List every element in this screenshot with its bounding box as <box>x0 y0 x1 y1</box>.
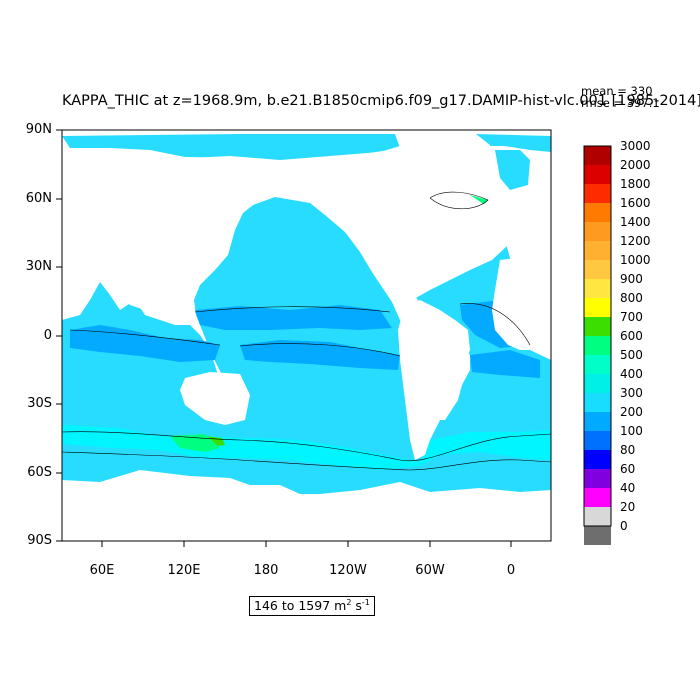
colorbar-label: 300 <box>620 386 643 400</box>
colorbar-label: 1000 <box>620 253 651 267</box>
colorbar-label: 80 <box>620 443 636 457</box>
colorbar-swatch <box>584 222 611 241</box>
colorbar-swatch <box>584 355 611 374</box>
colorbar-swatch <box>584 165 611 184</box>
contour-line <box>61 431 552 462</box>
contour-line <box>61 451 552 471</box>
colorbar <box>583 145 612 545</box>
africa-land <box>492 255 551 350</box>
contour-line <box>194 306 391 313</box>
greenland-land <box>395 134 490 185</box>
colorbar-label: 500 <box>620 348 643 362</box>
range-text: 146 to 1597 m <box>254 598 347 614</box>
antarctica-land <box>62 500 551 541</box>
colorbar-swatch <box>584 450 611 469</box>
colorbar-swatch <box>584 317 611 336</box>
pacific-dark-north <box>195 305 392 330</box>
lon-label: 60W <box>415 563 445 578</box>
atlantic-dark-tropics <box>470 350 540 378</box>
colorbar-label: 400 <box>620 367 643 381</box>
colorbar-label: 0 <box>620 519 628 533</box>
colorbar-swatch <box>584 336 611 355</box>
south-america-land <box>398 300 470 460</box>
colorbar-label: 20 <box>620 500 636 514</box>
colorbar-swatch <box>584 203 611 222</box>
colorbar-swatch <box>584 260 611 279</box>
indian-dark-band <box>70 325 220 362</box>
colorbar-label: 100 <box>620 424 643 438</box>
lat-label: 0 <box>43 328 52 343</box>
contour-line <box>69 329 221 346</box>
value-range-box: 146 to 1597 m2 s-1 <box>249 596 375 617</box>
colorbar-swatch <box>584 412 611 431</box>
colorbar-label: 1600 <box>620 196 651 210</box>
colorbar-swatch <box>584 507 611 526</box>
colorbar-label: 3000 <box>620 139 651 153</box>
colorbar-swatch <box>584 279 611 298</box>
arctic-ocean-east <box>476 134 551 152</box>
greenland-sea <box>495 150 530 190</box>
lon-label: 60E <box>89 563 115 578</box>
colorbar-label: 900 <box>620 272 643 286</box>
north-america-land <box>310 150 508 300</box>
lon-ticks <box>101 541 512 547</box>
range-unit: s <box>351 598 362 614</box>
colorbar-label: 700 <box>620 310 643 324</box>
lat-label: 90S <box>27 533 52 548</box>
lat-label: 60N <box>25 191 52 206</box>
colorbar-swatch <box>584 374 611 393</box>
colorbar-swatch <box>584 241 611 260</box>
colorbar-swatch <box>584 431 611 450</box>
colorbar-label: 1400 <box>620 215 651 229</box>
lon-label: 180 <box>253 563 279 578</box>
colorbar-label: 60 <box>620 462 636 476</box>
lat-label: 30S <box>27 396 52 411</box>
colorbar-label: 200 <box>620 405 643 419</box>
lat-ticks <box>56 129 62 542</box>
colorbar-label: 1200 <box>620 234 651 248</box>
range-exponent-2: -1 <box>361 598 370 607</box>
mean-stat: mean = 330 <box>581 84 653 98</box>
colorbar-label: 40 <box>620 481 636 495</box>
australia-land <box>180 372 250 425</box>
lat-label: 90N <box>25 122 52 137</box>
pacific-dark-south <box>240 340 400 370</box>
eurasia-land <box>62 155 290 315</box>
rmse-stat: rmse = 397.1 <box>581 96 660 110</box>
contour-line <box>239 343 401 357</box>
range-exponent-1: 2 <box>346 598 352 607</box>
colorbar-label: 800 <box>620 291 643 305</box>
contour-line <box>459 303 531 346</box>
colorbar-label: 1800 <box>620 177 651 191</box>
lat-label: 60S <box>27 465 52 480</box>
colorbar-swatch <box>584 469 611 488</box>
contour-line <box>429 191 489 210</box>
plot-title: KAPPA_THIC at z=1968.9m, b.e21.B1850cmip… <box>62 93 700 109</box>
arctic-ocean <box>62 134 400 160</box>
map-field <box>62 130 551 541</box>
lon-label: 120E <box>167 563 201 578</box>
colorbar-swatch <box>584 393 611 412</box>
lon-label: 0 <box>506 563 516 578</box>
colorbar-swatch <box>584 298 611 317</box>
colorbar-swatch <box>584 146 611 165</box>
colorbar-swatch <box>584 184 611 203</box>
colorbar-label: 600 <box>620 329 643 343</box>
colorbar-swatch <box>584 526 611 545</box>
colorbar-swatch <box>584 488 611 507</box>
lat-label: 30N <box>25 259 52 274</box>
lon-label: 120W <box>329 563 367 578</box>
colorbar-frame <box>583 145 612 527</box>
contour-lines <box>61 191 552 471</box>
colorbar-label: 2000 <box>620 158 651 172</box>
